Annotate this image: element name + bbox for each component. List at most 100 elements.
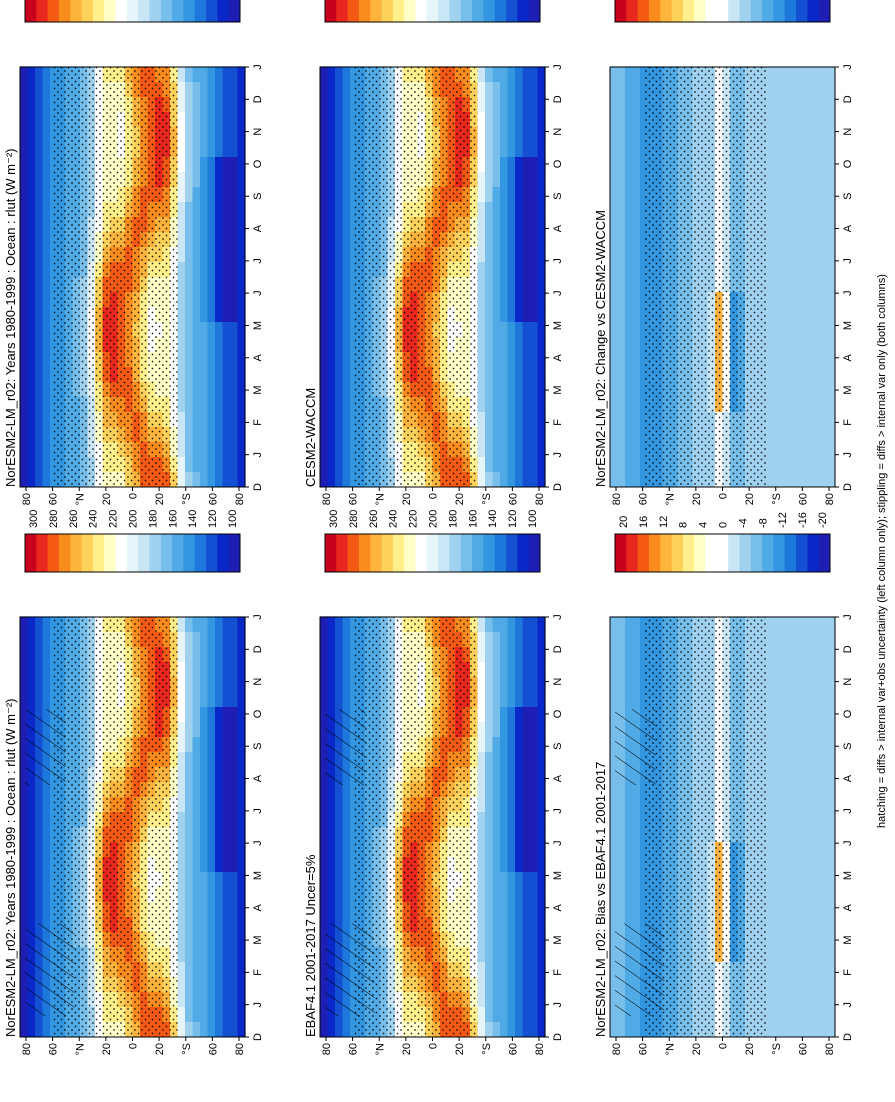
heatmap-cell bbox=[530, 796, 539, 812]
colorbar-swatch bbox=[347, 534, 360, 572]
heatmap-cell bbox=[530, 931, 539, 947]
heatmap-cell bbox=[775, 946, 784, 962]
heatmap-cell bbox=[492, 646, 501, 662]
heatmap-cell bbox=[515, 691, 524, 707]
heatmap-cell bbox=[782, 961, 791, 977]
heatmap-cell bbox=[185, 336, 194, 352]
heatmap-cell bbox=[805, 811, 814, 827]
heatmap-cell bbox=[790, 931, 799, 947]
heatmap-cell bbox=[327, 366, 336, 382]
heatmap-cell bbox=[222, 366, 231, 382]
heatmap-cell bbox=[812, 351, 821, 367]
heatmap-cell bbox=[42, 366, 51, 382]
heatmap-cell bbox=[230, 366, 239, 382]
heatmap-cell bbox=[812, 381, 821, 397]
y-tick-label: °S bbox=[481, 493, 493, 505]
stipple-overlay bbox=[53, 617, 178, 1037]
heatmap-cell bbox=[625, 306, 634, 322]
heatmap-cell bbox=[185, 796, 194, 812]
heatmap-cell bbox=[335, 1021, 344, 1037]
heatmap-cell bbox=[617, 471, 626, 487]
heatmap-cell bbox=[485, 976, 494, 992]
heatmap-cell bbox=[230, 396, 239, 412]
heatmap-cell bbox=[632, 646, 641, 662]
heatmap-cell bbox=[200, 246, 209, 262]
heatmap-cell bbox=[207, 396, 216, 412]
heatmap-cell bbox=[177, 261, 186, 277]
colorbar-label: -16 bbox=[797, 512, 809, 528]
heatmap-cell bbox=[177, 736, 186, 752]
x-tick-label: S bbox=[552, 193, 564, 200]
heatmap-cell bbox=[27, 141, 36, 157]
heatmap-cell bbox=[790, 441, 799, 457]
heatmap-cell bbox=[327, 901, 336, 917]
heatmap-cell bbox=[192, 231, 201, 247]
heatmap-cell bbox=[42, 661, 51, 677]
heatmap-cell bbox=[327, 156, 336, 172]
heatmap-cell bbox=[222, 111, 231, 127]
heatmap-cell bbox=[222, 156, 231, 172]
heatmap-cell bbox=[507, 916, 516, 932]
heatmap-cell bbox=[222, 1021, 231, 1037]
heatmap-cell bbox=[42, 306, 51, 322]
hatch-overlay bbox=[615, 709, 656, 785]
y-tick-label: 80 bbox=[321, 1043, 333, 1055]
heatmap-cell bbox=[507, 351, 516, 367]
heatmap-cell bbox=[782, 706, 791, 722]
heatmap-cell bbox=[522, 871, 531, 887]
heatmap-cell bbox=[522, 1006, 531, 1022]
heatmap-cell bbox=[215, 931, 224, 947]
heatmap-cell bbox=[42, 66, 51, 82]
heatmap-cell bbox=[215, 901, 224, 917]
heatmap-cell bbox=[507, 66, 516, 82]
heatmap-cell bbox=[27, 456, 36, 472]
heatmap-cell bbox=[610, 796, 619, 812]
heatmap-cell bbox=[530, 81, 539, 97]
heatmap-cell bbox=[820, 691, 829, 707]
heatmap-cell bbox=[342, 411, 351, 427]
heatmap-cell bbox=[215, 411, 224, 427]
heatmap-cell bbox=[492, 886, 501, 902]
heatmap-cell bbox=[207, 111, 216, 127]
heatmap-cell bbox=[237, 706, 246, 722]
heatmap-cell bbox=[530, 231, 539, 247]
heatmap-cell bbox=[477, 81, 486, 97]
heatmap-cell bbox=[775, 781, 784, 797]
heatmap-cell bbox=[515, 976, 524, 992]
heatmap-cell bbox=[805, 901, 814, 917]
heatmap-cell bbox=[477, 1021, 486, 1037]
heatmap-cell bbox=[20, 841, 29, 857]
heatmap-cell bbox=[492, 261, 501, 277]
heatmap-cell bbox=[782, 871, 791, 887]
heatmap-cell bbox=[327, 231, 336, 247]
heatmap-cell bbox=[492, 381, 501, 397]
heatmap-cell bbox=[530, 1006, 539, 1022]
heatmap-cell bbox=[537, 661, 546, 677]
heatmap-cell bbox=[632, 456, 641, 472]
heatmap-cell bbox=[797, 976, 806, 992]
heatmap-cell bbox=[820, 366, 829, 382]
heatmap-cell bbox=[215, 721, 224, 737]
heatmap-cell bbox=[27, 411, 36, 427]
heatmap-cell bbox=[515, 441, 524, 457]
heatmap-cell bbox=[537, 276, 546, 292]
heatmap-cell bbox=[782, 646, 791, 662]
heatmap-cell bbox=[477, 291, 486, 307]
heatmap-cell bbox=[515, 246, 524, 262]
heatmap-cell bbox=[215, 841, 224, 857]
heatmap-cell bbox=[327, 336, 336, 352]
heatmap-cell bbox=[522, 661, 531, 677]
x-tick-label: J bbox=[252, 1002, 264, 1008]
x-tick-label: J bbox=[552, 614, 564, 620]
colorbar-swatch bbox=[138, 534, 150, 572]
heatmap-cell bbox=[207, 961, 216, 977]
heatmap-cell bbox=[192, 886, 201, 902]
heatmap-cell bbox=[335, 871, 344, 887]
heatmap-cell bbox=[782, 976, 791, 992]
heatmap-cell bbox=[477, 976, 486, 992]
heatmap-cell bbox=[20, 661, 29, 677]
heatmap-cell bbox=[805, 961, 814, 977]
heatmap-cell bbox=[320, 441, 329, 457]
heatmap-cell bbox=[185, 441, 194, 457]
heatmap-cell bbox=[230, 646, 239, 662]
